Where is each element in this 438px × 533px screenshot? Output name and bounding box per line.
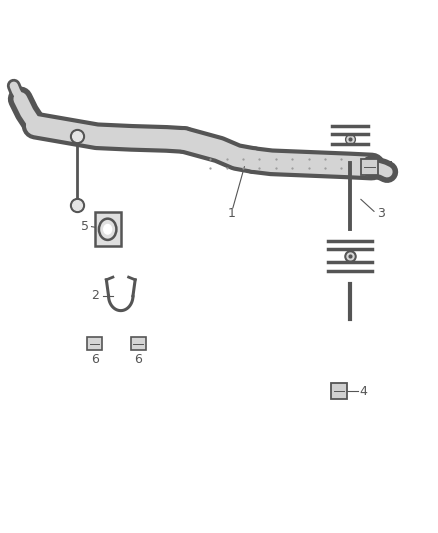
Text: 3: 3 <box>377 207 385 220</box>
Text: 4: 4 <box>385 160 393 173</box>
Text: 2: 2 <box>91 289 99 302</box>
Circle shape <box>104 224 112 234</box>
FancyBboxPatch shape <box>95 212 120 246</box>
FancyBboxPatch shape <box>361 159 378 174</box>
Text: 6: 6 <box>91 353 99 366</box>
Text: 1: 1 <box>228 207 236 220</box>
Text: 4: 4 <box>359 385 367 398</box>
FancyBboxPatch shape <box>87 337 102 351</box>
FancyBboxPatch shape <box>331 383 347 399</box>
FancyBboxPatch shape <box>131 337 146 351</box>
Text: 6: 6 <box>134 353 142 366</box>
Text: 5: 5 <box>81 220 88 233</box>
